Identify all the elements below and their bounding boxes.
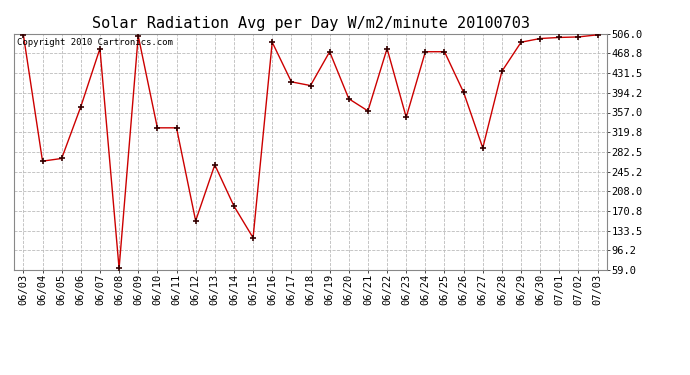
Title: Solar Radiation Avg per Day W/m2/minute 20100703: Solar Radiation Avg per Day W/m2/minute …	[92, 16, 529, 31]
Text: Copyright 2010 Cartronics.com: Copyright 2010 Cartronics.com	[17, 39, 172, 48]
